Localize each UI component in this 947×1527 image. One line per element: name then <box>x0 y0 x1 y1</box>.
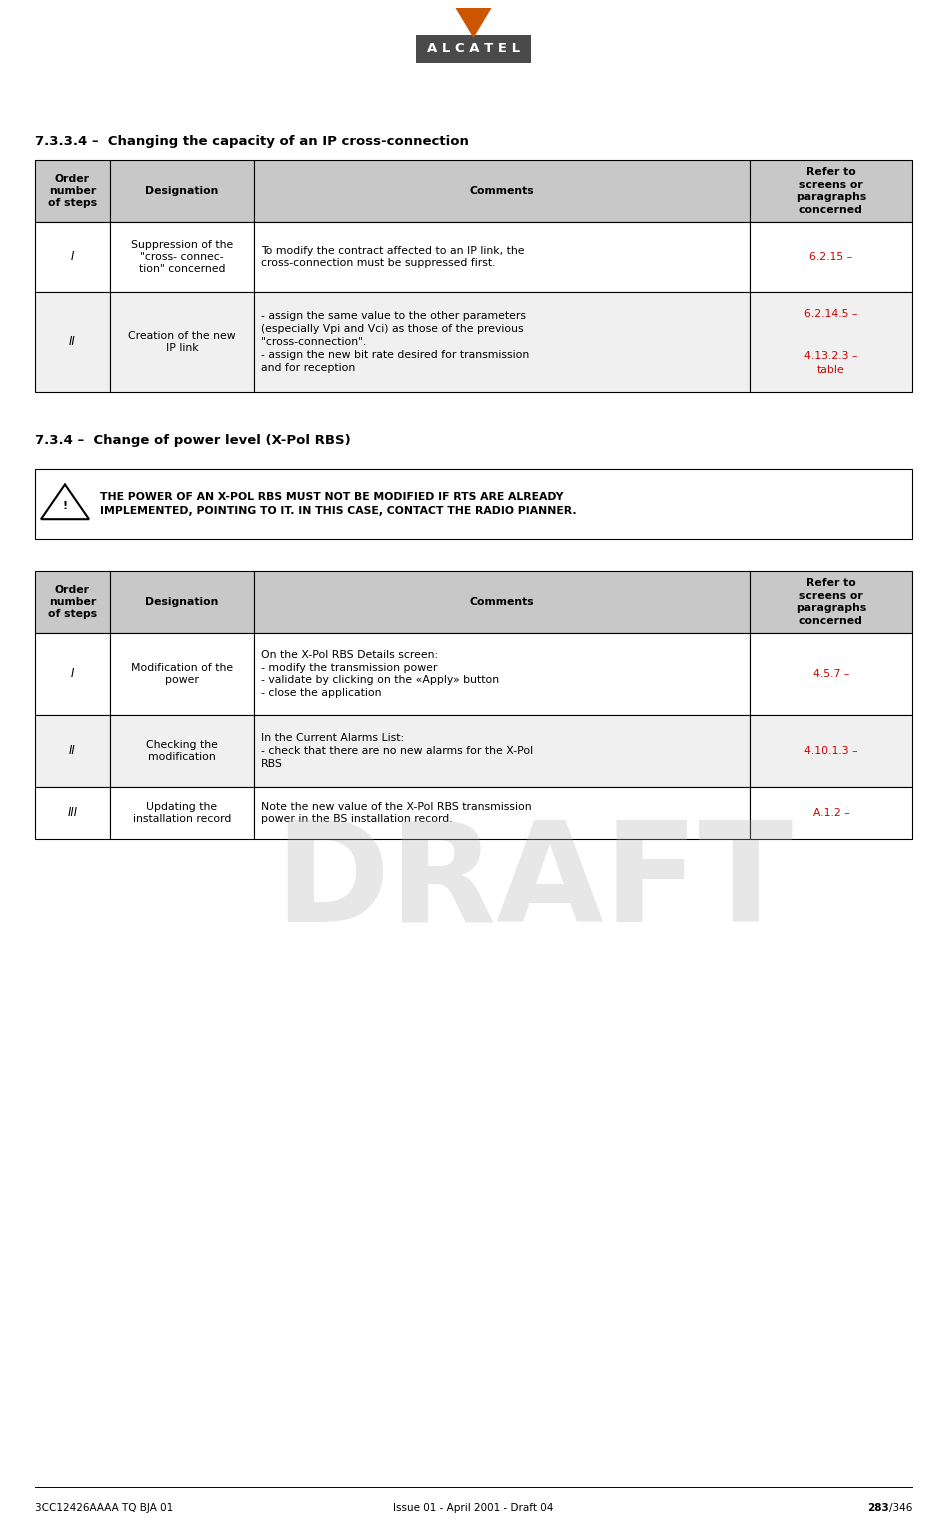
Text: A.1.2 –: A.1.2 – <box>813 808 849 818</box>
Bar <box>750 715 912 786</box>
Bar <box>35 292 110 392</box>
Text: 4.10.1.3 –: 4.10.1.3 – <box>804 747 858 756</box>
Text: 7.3.4 –  Change of power level (X-Pol RBS): 7.3.4 – Change of power level (X-Pol RBS… <box>35 434 350 447</box>
Bar <box>35 221 110 292</box>
Text: Refer to
screens or
paragraphs
concerned: Refer to screens or paragraphs concerned <box>795 579 866 626</box>
Text: I: I <box>71 667 74 681</box>
Text: Issue 01 - April 2001 - Draft 04: Issue 01 - April 2001 - Draft 04 <box>393 1503 554 1513</box>
Text: !: ! <box>63 501 67 512</box>
Text: Comments: Comments <box>470 186 534 195</box>
Text: Refer to
screens or
paragraphs
concerned: Refer to screens or paragraphs concerned <box>795 168 866 215</box>
Bar <box>254 292 750 392</box>
Bar <box>110 160 254 221</box>
Text: A L C A T E L: A L C A T E L <box>427 43 520 55</box>
Bar <box>750 221 912 292</box>
Text: III: III <box>67 806 78 820</box>
Text: Order
number
of steps: Order number of steps <box>47 585 97 620</box>
Text: To modify the contract affected to an IP link, the
cross-connection must be supp: To modify the contract affected to an IP… <box>261 246 525 269</box>
Bar <box>110 571 254 634</box>
Text: Modification of the
power: Modification of the power <box>131 663 233 686</box>
Text: 3CC12426AAAA TQ BJA 01: 3CC12426AAAA TQ BJA 01 <box>35 1503 173 1513</box>
Text: On the X-Pol RBS Details screen:
- modify the transmission power
- validate by c: On the X-Pol RBS Details screen: - modif… <box>261 651 499 698</box>
Bar <box>110 634 254 715</box>
Bar <box>750 160 912 221</box>
Text: Note the new value of the X-Pol RBS transmission
power in the BS installation re: Note the new value of the X-Pol RBS tran… <box>261 802 532 825</box>
Text: Creation of the new
IP link: Creation of the new IP link <box>128 331 236 353</box>
Text: THE POWER OF AN X-POL RBS MUST NOT BE MODIFIED IF RTS ARE ALREADY
IMPLEMENTED, P: THE POWER OF AN X-POL RBS MUST NOT BE MO… <box>100 492 577 516</box>
Bar <box>254 160 750 221</box>
Text: 4.5.7 –: 4.5.7 – <box>813 669 849 680</box>
Text: 283: 283 <box>867 1503 888 1513</box>
Text: Designation: Designation <box>145 186 219 195</box>
Text: In the Current Alarms List:
- check that there are no new alarms for the X-Pol
R: In the Current Alarms List: - check that… <box>261 733 533 768</box>
Bar <box>110 221 254 292</box>
Text: Checking the
modification: Checking the modification <box>146 739 218 762</box>
Bar <box>254 571 750 634</box>
Text: Comments: Comments <box>470 597 534 608</box>
Bar <box>110 715 254 786</box>
Bar <box>110 786 254 838</box>
Text: Designation: Designation <box>145 597 219 608</box>
Polygon shape <box>41 484 89 519</box>
Bar <box>35 634 110 715</box>
Bar <box>35 469 912 539</box>
Text: 7.3.3.4 –  Changing the capacity of an IP cross-connection: 7.3.3.4 – Changing the capacity of an IP… <box>35 134 469 148</box>
Bar <box>750 292 912 392</box>
Text: II: II <box>69 336 76 348</box>
Text: - assign the same value to the other parameters
(especially Vpi and Vci) as thos: - assign the same value to the other par… <box>261 312 529 373</box>
Text: II: II <box>69 745 76 757</box>
Polygon shape <box>456 8 491 38</box>
Text: 6.2.15 –: 6.2.15 – <box>810 252 852 263</box>
Bar <box>416 35 531 63</box>
Bar <box>35 786 110 838</box>
Bar <box>35 571 110 634</box>
Text: 6.2.14.5 –


4.13.2.3 –
table: 6.2.14.5 – 4.13.2.3 – table <box>804 308 858 376</box>
Bar <box>254 786 750 838</box>
Bar <box>750 786 912 838</box>
Bar <box>35 715 110 786</box>
Bar <box>254 221 750 292</box>
Bar <box>254 715 750 786</box>
Text: DRAFT: DRAFT <box>274 815 793 951</box>
Bar <box>110 292 254 392</box>
Bar <box>750 634 912 715</box>
Text: Order
number
of steps: Order number of steps <box>47 174 97 208</box>
Bar <box>254 634 750 715</box>
Text: Updating the
installation record: Updating the installation record <box>133 802 231 825</box>
Bar <box>35 160 110 221</box>
Text: Suppression of the
"cross- connec-
tion" concerned: Suppression of the "cross- connec- tion"… <box>131 240 233 275</box>
Bar <box>750 571 912 634</box>
Text: I: I <box>71 250 74 264</box>
Text: /346: /346 <box>888 1503 912 1513</box>
